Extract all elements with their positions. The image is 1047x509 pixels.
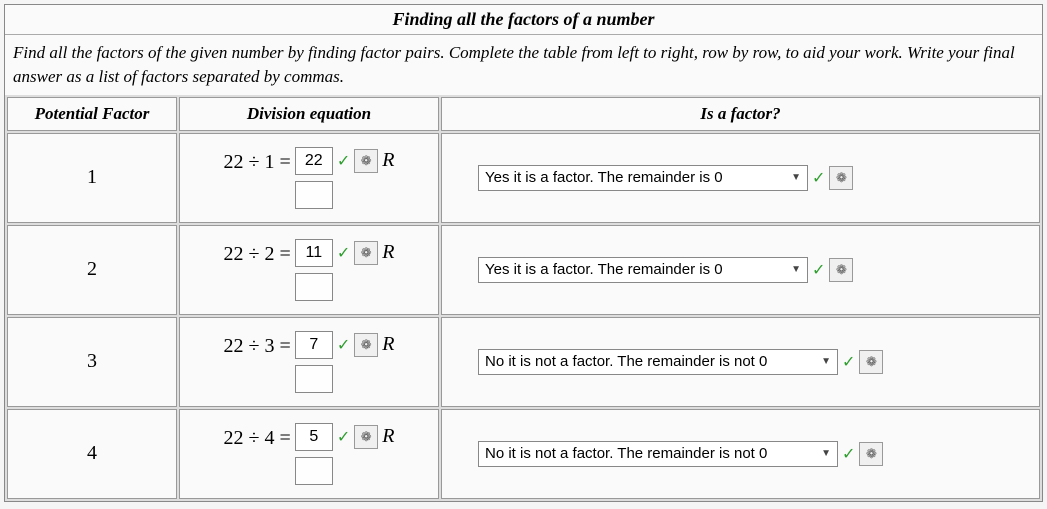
check-icon: ✓	[842, 352, 855, 372]
wand-button[interactable]: ❁	[354, 149, 378, 173]
potential-factor-cell: 3	[7, 317, 177, 407]
is-factor-cell: No it is not a factor. The remainder is …	[441, 317, 1040, 407]
equation-lhs: 22 ÷ 3 =	[224, 331, 291, 358]
is-factor-cell: No it is not a factor. The remainder is …	[441, 409, 1040, 499]
check-icon: ✓	[812, 260, 825, 280]
title: Finding all the factors of a number	[5, 5, 1042, 35]
chevron-down-icon: ▼	[821, 356, 831, 367]
table-row: 422 ÷ 4 =5✓❁RNo it is not a factor. The …	[7, 409, 1040, 499]
check-icon: ✓	[337, 243, 350, 263]
equation-lhs: 22 ÷ 4 =	[224, 423, 291, 450]
quotient-input[interactable]: 11	[295, 239, 333, 267]
wand-button[interactable]: ❁	[354, 425, 378, 449]
division-equation-cell: 22 ÷ 2 =11✓❁R	[179, 225, 439, 315]
instructions: Find all the factors of the given number…	[5, 35, 1042, 95]
wand-button[interactable]: ❁	[829, 258, 853, 282]
is-factor-select[interactable]: Yes it is a factor. The remainder is 0 ▼	[478, 165, 808, 191]
potential-factor-cell: 1	[7, 133, 177, 223]
is-factor-select[interactable]: Yes it is a factor. The remainder is 0 ▼	[478, 257, 808, 283]
potential-factor-cell: 4	[7, 409, 177, 499]
wand-button[interactable]: ❁	[829, 166, 853, 190]
division-equation-cell: 22 ÷ 3 =7✓❁R	[179, 317, 439, 407]
select-value: Yes it is a factor. The remainder is 0	[485, 169, 723, 186]
remainder-input[interactable]	[295, 181, 333, 209]
wand-button[interactable]: ❁	[354, 333, 378, 357]
remainder-input[interactable]	[295, 457, 333, 485]
exercise-panel: Finding all the factors of a number Find…	[4, 4, 1043, 502]
quotient-input[interactable]: 7	[295, 331, 333, 359]
select-value: No it is not a factor. The remainder is …	[485, 353, 767, 370]
equation-lhs: 22 ÷ 2 =	[224, 239, 291, 266]
table-row: 122 ÷ 1 =22✓❁RYes it is a factor. The re…	[7, 133, 1040, 223]
remainder-input[interactable]	[295, 365, 333, 393]
wand-button[interactable]: ❁	[354, 241, 378, 265]
wand-button[interactable]: ❁	[859, 350, 883, 374]
table-row: 222 ÷ 2 =11✓❁RYes it is a factor. The re…	[7, 225, 1040, 315]
chevron-down-icon: ▼	[791, 172, 801, 183]
header-division-equation: Division equation	[179, 97, 439, 131]
chevron-down-icon: ▼	[791, 264, 801, 275]
select-value: No it is not a factor. The remainder is …	[485, 445, 767, 462]
check-icon: ✓	[337, 335, 350, 355]
remainder-label: R	[382, 149, 394, 172]
check-icon: ✓	[337, 151, 350, 171]
is-factor-cell: Yes it is a factor. The remainder is 0 ▼ ✓…	[441, 225, 1040, 315]
equation-lhs: 22 ÷ 1 =	[224, 147, 291, 174]
check-icon: ✓	[337, 427, 350, 447]
header-is-factor: Is a factor?	[441, 97, 1040, 131]
quotient-input[interactable]: 5	[295, 423, 333, 451]
is-factor-cell: Yes it is a factor. The remainder is 0 ▼ ✓…	[441, 133, 1040, 223]
remainder-label: R	[382, 241, 394, 264]
potential-factor-cell: 2	[7, 225, 177, 315]
select-value: Yes it is a factor. The remainder is 0	[485, 261, 723, 278]
division-equation-cell: 22 ÷ 1 =22✓❁R	[179, 133, 439, 223]
table-row: 322 ÷ 3 =7✓❁RNo it is not a factor. The …	[7, 317, 1040, 407]
chevron-down-icon: ▼	[821, 448, 831, 459]
check-icon: ✓	[812, 168, 825, 188]
quotient-input[interactable]: 22	[295, 147, 333, 175]
division-equation-cell: 22 ÷ 4 =5✓❁R	[179, 409, 439, 499]
check-icon: ✓	[842, 444, 855, 464]
remainder-label: R	[382, 333, 394, 356]
remainder-input[interactable]	[295, 273, 333, 301]
is-factor-select[interactable]: No it is not a factor. The remainder is …	[478, 349, 838, 375]
is-factor-select[interactable]: No it is not a factor. The remainder is …	[478, 441, 838, 467]
factors-table: Potential Factor Division equation Is a …	[5, 95, 1042, 501]
wand-button[interactable]: ❁	[859, 442, 883, 466]
remainder-label: R	[382, 425, 394, 448]
header-potential-factor: Potential Factor	[7, 97, 177, 131]
